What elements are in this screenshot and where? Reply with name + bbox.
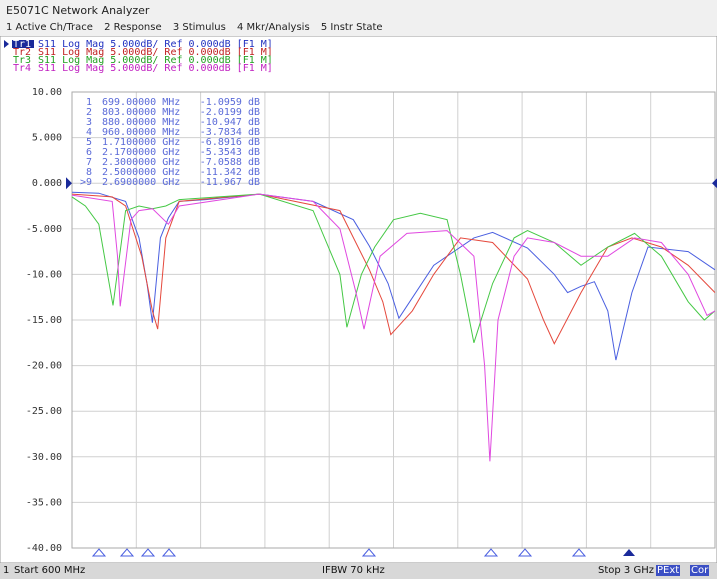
menu-item[interactable]: 2 Response [104,22,162,33]
start: Start 600 MHz [14,565,86,576]
plot: Tr1 S11 Log Mag 5.000dB/ Ref 0.000dB [F1 … [0,36,717,563]
marker-stimulus: 803.00000 MHz [102,107,180,118]
marker-number: 2 [86,107,92,118]
marker-triangle [161,548,177,557]
marker-number: 4 [86,127,92,138]
y-tick-label: -5.000 [26,224,62,235]
ref-arrow [712,178,717,189]
marker-stimulus: 699.00000 MHz [102,97,180,108]
marker-number: 7 [86,157,92,168]
ref-arrow [66,177,72,190]
marker-number: 6 [86,147,92,158]
menu-item[interactable]: 1 Active Ch/Trace [6,22,93,33]
marker-triangle [91,548,107,557]
y-tick-label: 0.000 [32,178,62,189]
trace-line [71,193,716,462]
y-tick-label: -30.00 [26,452,62,463]
marker-response: -10.947 dB [200,117,260,128]
marker-stimulus: 2.6900000 GHz [102,177,180,188]
y-tick-label: -25.00 [26,406,62,417]
y-tick-label: 5.000 [32,133,62,144]
y-tick-label: 10.00 [32,87,62,98]
menu-bar: 1 Active Ch/Trace 2 Response 3 Stimulus … [6,22,391,33]
marker-response: -11.342 dB [200,167,260,178]
marker-stimulus: 2.3000000 GHz [102,157,180,168]
marker-number: >9 [80,177,92,188]
trace-setting: S11 Log Mag 5.000dB/ Ref 0.000dB [F1 M] [38,55,273,66]
trace-tag: Tr3 [13,55,31,66]
y-tick-label: -10.00 [26,269,62,280]
trace-tag: Tr1 [13,39,31,50]
menu-item[interactable]: 5 Instr State [320,22,383,33]
marker-response: -6.8916 dB [200,137,260,148]
marker-triangle [571,548,587,557]
trace-line [71,191,716,361]
cor: Cor [690,565,710,576]
trace-line [71,193,716,343]
marker-stimulus: 1.7100000 GHz [102,137,180,148]
trace-setting: S11 Log Mag 5.000dB/ Ref 0.000dB [F1 M] [38,63,273,74]
marker-number: 1 [86,97,92,108]
active-pointer [4,40,9,48]
marker-response: -5.3543 dB [200,147,260,158]
pext: PExt [656,565,681,576]
y-tick-label: -20.00 [26,361,62,372]
marker-response: -3.7834 dB [200,127,260,138]
marker-number: 3 [86,117,92,128]
trace-tag: Tr2 [13,47,31,58]
marker-triangle [483,548,499,557]
trace-tag: Tr4 [13,63,31,74]
marker-number: 5 [86,137,92,148]
marker-stimulus: 960.00000 MHz [102,127,180,138]
y-tick-label: -35.00 [26,497,62,508]
marker-response: -1.0959 dB [200,97,260,108]
y-tick-label: -40.00 [26,543,62,554]
marker-response: -7.0588 dB [200,157,260,168]
channel: 1 [3,565,10,576]
active-marker-triangle [623,549,635,556]
status-bar: 1 Start 600 MHz IFBW 70 kHz Stop 3 GHz P… [0,563,717,579]
trace-line [71,193,716,345]
grid-border [71,91,716,549]
marker-number: 8 [86,167,92,178]
marker-stimulus: 2.5000000 GHz [102,167,180,178]
marker-triangle [119,548,135,557]
menu-item[interactable]: 4 Mkr/Analysis [237,22,310,33]
window-title: E5071C Network Analyzer [6,4,150,17]
marker-stimulus: 2.1700000 GHz [102,147,180,158]
ifbw: IFBW 70 kHz [322,565,385,576]
active-trace-tag [12,40,34,48]
trace-setting: S11 Log Mag 5.000dB/ Ref 0.000dB [F1 M] [38,47,273,58]
menu-item[interactable]: 3 Stimulus [172,22,226,33]
stop: Stop 3 GHz [598,565,654,576]
marker-triangle [140,548,156,557]
marker-stimulus: 880.00000 MHz [102,117,180,128]
marker-response: -2.0199 dB [200,107,260,118]
trace-setting: S11 Log Mag 5.000dB/ Ref 0.000dB [F1 M] [38,39,273,50]
marker-triangle [361,548,377,557]
y-tick-label: -15.00 [26,315,62,326]
marker-response: -11.967 dB [200,177,260,188]
marker-triangle [517,548,533,557]
